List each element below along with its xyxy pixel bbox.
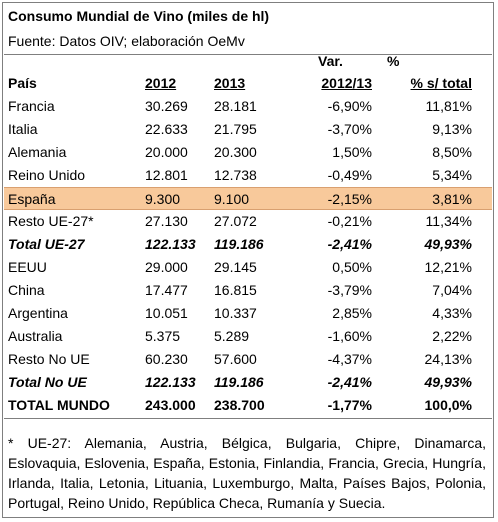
cell-country: Total UE-27 [8, 236, 85, 252]
cell-2012: 30.269 [145, 98, 188, 114]
cell-var: -3,79% [327, 282, 372, 298]
table-row: Australia 5.375 5.289 -1,60% 2,22% [4, 325, 492, 348]
cell-2012: 5.375 [145, 328, 181, 344]
cell-share: 7,04% [432, 282, 472, 298]
table-frame [2, 2, 494, 518]
table-row: Total UE-27 122.133 119.186 -2,41% 49,93% [4, 233, 492, 256]
cell-share: 24,13% [424, 351, 472, 367]
cell-var: -6,90% [327, 98, 372, 114]
cell-2012: 243.000 [145, 397, 196, 413]
cell-2012: 10.051 [145, 305, 188, 321]
cell-share: 8,50% [432, 144, 472, 160]
cell-var: -0,49% [327, 167, 372, 183]
table-row: Total No UE 122.133 119.186 -2,41% 49,93% [4, 371, 492, 394]
cell-country: Resto UE-27* [8, 213, 94, 229]
cell-var: -4,37% [327, 351, 372, 367]
cell-share: 11,81% [425, 98, 472, 114]
cell-2012: 122.133 [145, 374, 196, 390]
cell-2013: 238.700 [214, 397, 265, 413]
cell-country: Reino Unido [8, 167, 86, 183]
title-separator [4, 54, 492, 55]
cell-2013: 119.186 [214, 236, 264, 252]
cell-var: -2,41% [327, 374, 372, 390]
table-row: Resto UE-27* 27.130 27.072 -0,21% 11,34% [4, 210, 492, 233]
cell-share: 49,93% [424, 374, 472, 390]
cell-2012: 60.230 [145, 351, 188, 367]
table-row: Italia 22.633 21.795 -3,70% 9,13% [4, 118, 492, 141]
cell-country: Total No UE [8, 374, 87, 390]
header-2012: 2012 [145, 75, 177, 91]
cell-country: Australia [8, 328, 63, 344]
header-var: 2012/13 [321, 75, 372, 91]
cell-country: China [8, 282, 45, 298]
cell-2012: 17.477 [145, 282, 188, 298]
table-row: Francia 30.269 28.181 -6,90% 11,81% [4, 95, 492, 118]
cell-var: -3,70% [327, 121, 372, 137]
table-title: Consumo Mundial de Vino (miles de hl) [8, 8, 270, 24]
cell-2012: 29.000 [145, 259, 188, 275]
header-2013: 2013 [214, 75, 246, 91]
table-row: España 9.300 9.100 -2,15% 3,81% [4, 187, 492, 210]
cell-share: 4,33% [432, 305, 472, 321]
table-row: Alemania 20.000 20.300 1,50% 8,50% [4, 141, 492, 164]
cell-var: 2,85% [332, 305, 372, 321]
cell-2013: 57.600 [214, 351, 257, 367]
cell-country: Resto No UE [8, 351, 90, 367]
var-header-label: Var. [318, 53, 343, 69]
footnote-separator [4, 418, 492, 419]
cell-country: TOTAL MUNDO [8, 397, 110, 413]
cell-2012: 122.133 [145, 236, 196, 252]
header-row: País 2012 2013 2012/13 % s/ total [4, 72, 492, 95]
cell-country: Francia [8, 98, 55, 114]
table-row: China 17.477 16.815 -3,79% 7,04% [4, 279, 492, 302]
table-row: Reino Unido 12.801 12.738 -0,49% 5,34% [4, 164, 492, 187]
table-source: Fuente: Datos OIV; elaboración OeMv [8, 33, 245, 49]
cell-country: Alemania [8, 144, 67, 160]
cell-var: -2,15% [327, 191, 372, 207]
var-header-pct: % [387, 53, 400, 69]
cell-share: 3,81% [432, 191, 472, 207]
table-row: EEUU 29.000 29.145 0,50% 12,21% [4, 256, 492, 279]
cell-2013: 10.337 [214, 305, 257, 321]
cell-2013: 27.072 [214, 213, 257, 229]
cell-var: 0,50% [332, 259, 372, 275]
cell-share: 9,13% [432, 121, 472, 137]
cell-var: -2,41% [327, 236, 372, 252]
cell-share: 100,0% [424, 397, 472, 413]
cell-2013: 119.186 [214, 374, 264, 390]
cell-2012: 22.633 [145, 121, 188, 137]
cell-share: 2,22% [432, 328, 472, 344]
cell-share: 5,34% [432, 167, 472, 183]
table-row: Argentina 10.051 10.337 2,85% 4,33% [4, 302, 492, 325]
cell-2013: 21.795 [214, 121, 257, 137]
cell-country: Italia [8, 121, 38, 137]
cell-share: 11,34% [425, 213, 472, 229]
cell-2013: 16.815 [214, 282, 257, 298]
cell-2013: 5.289 [214, 328, 250, 344]
cell-2013: 12.738 [214, 167, 257, 183]
cell-var: -0,21% [327, 213, 372, 229]
header-country: País [8, 75, 37, 91]
cell-country: EEUU [8, 259, 47, 275]
header-share: % s/ total [410, 75, 472, 91]
cell-2012: 9.300 [145, 191, 181, 207]
table-row: Resto No UE 60.230 57.600 -4,37% 24,13% [4, 348, 492, 371]
cell-share: 49,93% [424, 236, 472, 252]
cell-share: 12,21% [424, 259, 472, 275]
footnote: * UE-27: Alemania, Austria, Bélgica, Bul… [8, 435, 486, 511]
cell-2013: 29.145 [214, 259, 257, 275]
cell-var: -1,77% [327, 397, 372, 413]
cell-var: -1,60% [327, 328, 372, 344]
cell-2013: 20.300 [214, 144, 257, 160]
cell-2013: 9.100 [214, 191, 250, 207]
cell-2012: 12.801 [145, 167, 188, 183]
cell-country: Argentina [8, 305, 68, 321]
cell-var: 1,50% [332, 144, 372, 160]
cell-2012: 27.130 [145, 213, 188, 229]
cell-country: España [8, 191, 56, 207]
cell-2012: 20.000 [145, 144, 188, 160]
table-row: TOTAL MUNDO 243.000 238.700 -1,77% 100,0% [4, 394, 492, 417]
cell-2013: 28.181 [214, 98, 257, 114]
